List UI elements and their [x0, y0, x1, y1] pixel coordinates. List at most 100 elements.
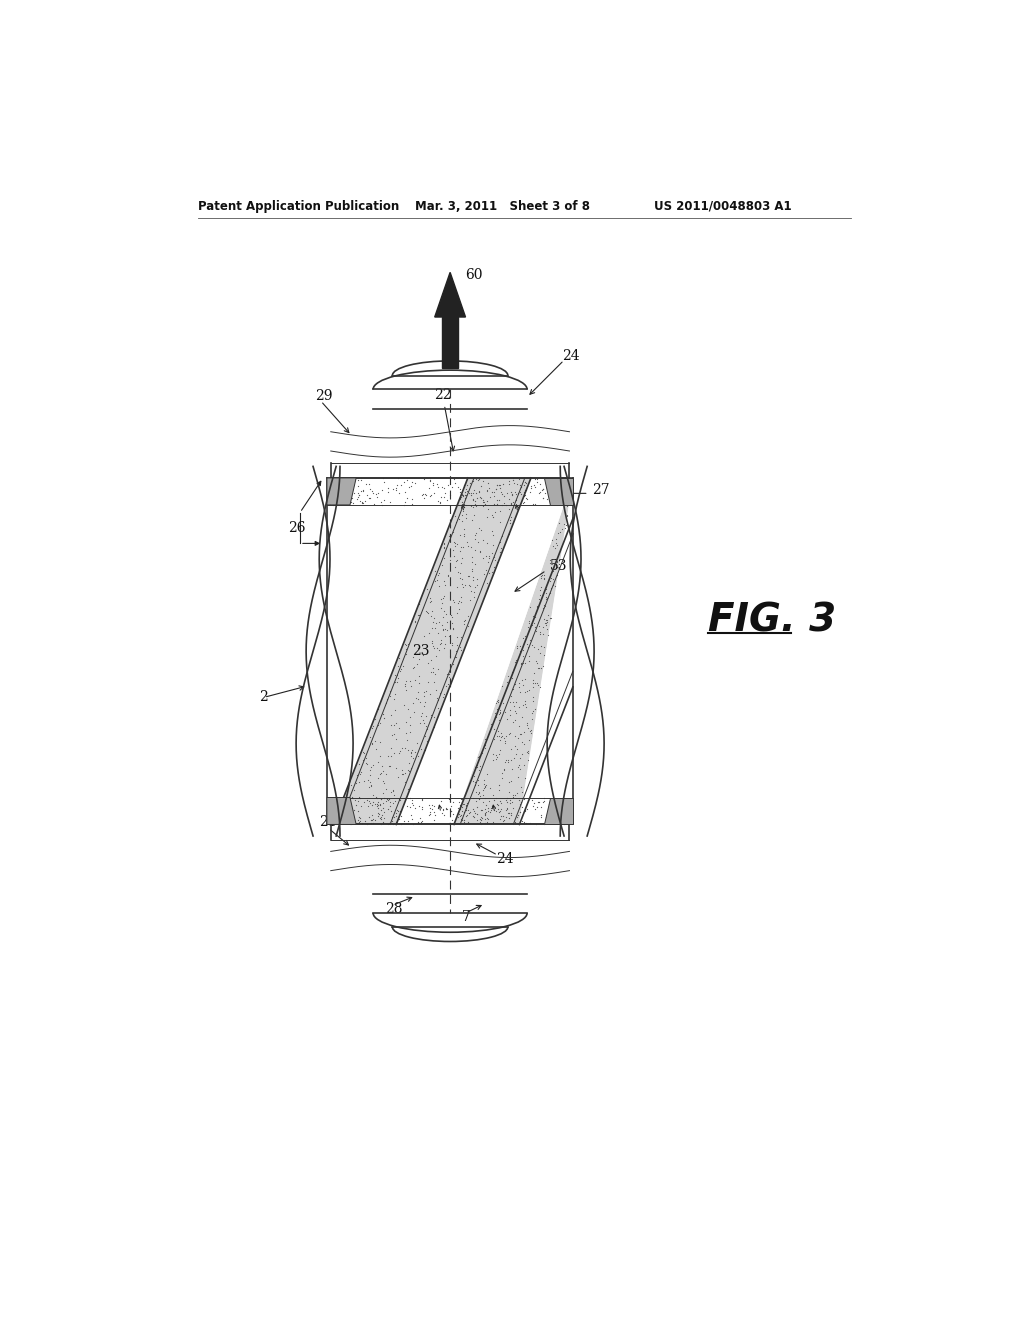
Point	[499, 797, 515, 818]
Point	[486, 486, 503, 507]
Point	[532, 807, 549, 828]
Point	[342, 812, 358, 833]
Point	[468, 469, 484, 490]
Point	[430, 612, 446, 634]
Point	[432, 634, 449, 655]
Point	[369, 788, 385, 809]
Point	[486, 797, 503, 818]
Point	[488, 744, 505, 766]
Point	[500, 750, 516, 771]
Point	[380, 746, 396, 767]
Point	[447, 556, 464, 577]
Point	[435, 638, 452, 659]
Point	[369, 793, 385, 814]
Point	[538, 612, 554, 634]
Point	[358, 813, 375, 834]
Point	[343, 483, 359, 504]
Point	[423, 591, 439, 612]
Point	[380, 789, 396, 810]
Point	[392, 659, 409, 680]
Point	[460, 615, 476, 636]
Point	[525, 700, 542, 721]
Point	[515, 812, 531, 833]
Point	[447, 640, 464, 661]
Point	[469, 809, 485, 830]
Point	[503, 750, 519, 771]
Point	[383, 800, 399, 821]
Point	[432, 682, 449, 704]
Point	[373, 788, 389, 809]
Point	[352, 480, 369, 502]
Point	[397, 722, 414, 743]
Point	[388, 713, 404, 734]
Point	[558, 515, 574, 536]
Point	[537, 594, 553, 615]
Point	[346, 482, 362, 503]
Point	[400, 752, 417, 774]
Point	[361, 726, 378, 747]
Point	[471, 746, 487, 767]
Point	[350, 812, 367, 833]
Point	[526, 792, 543, 813]
Point	[477, 738, 494, 759]
Point	[373, 807, 389, 828]
Point	[511, 697, 527, 718]
Point	[492, 801, 508, 822]
Point	[365, 483, 381, 504]
Point	[493, 500, 509, 521]
Point	[385, 793, 401, 814]
Point	[527, 620, 544, 642]
Point	[376, 772, 392, 793]
Point	[396, 471, 413, 492]
Point	[390, 656, 407, 677]
Point	[406, 692, 422, 713]
Point	[455, 797, 471, 818]
Point	[400, 810, 417, 832]
Point	[520, 789, 537, 810]
Point	[345, 471, 361, 492]
Point	[450, 635, 466, 656]
Point	[512, 474, 528, 495]
Point	[397, 671, 414, 692]
Point	[454, 788, 470, 809]
Point	[547, 799, 563, 820]
Point	[434, 607, 451, 628]
Point	[376, 708, 392, 729]
Point	[353, 492, 370, 513]
Point	[407, 797, 423, 818]
Point	[531, 620, 548, 642]
Point	[361, 474, 378, 495]
Point	[442, 791, 459, 812]
Point	[403, 742, 420, 763]
Point	[545, 473, 561, 494]
Point	[319, 474, 336, 495]
Point	[553, 808, 569, 829]
Point	[538, 582, 554, 603]
Point	[432, 491, 449, 512]
Point	[532, 657, 549, 678]
Point	[515, 652, 531, 673]
Point	[375, 792, 391, 813]
Point	[514, 796, 530, 817]
Point	[476, 805, 493, 826]
Point	[516, 492, 532, 513]
Point	[472, 809, 488, 830]
Point	[389, 664, 406, 685]
Point	[496, 492, 512, 513]
Point	[326, 812, 342, 833]
Point	[466, 766, 482, 787]
Point	[382, 685, 398, 706]
Point	[532, 623, 549, 644]
Point	[422, 467, 438, 488]
Point	[452, 487, 468, 508]
Point	[351, 807, 368, 828]
Point	[409, 653, 425, 675]
Point	[401, 671, 418, 692]
Point	[515, 492, 531, 513]
Point	[358, 789, 375, 810]
Point	[436, 570, 453, 591]
Point	[464, 552, 480, 573]
Point	[362, 756, 379, 777]
Point	[519, 488, 536, 510]
Point	[331, 805, 347, 826]
